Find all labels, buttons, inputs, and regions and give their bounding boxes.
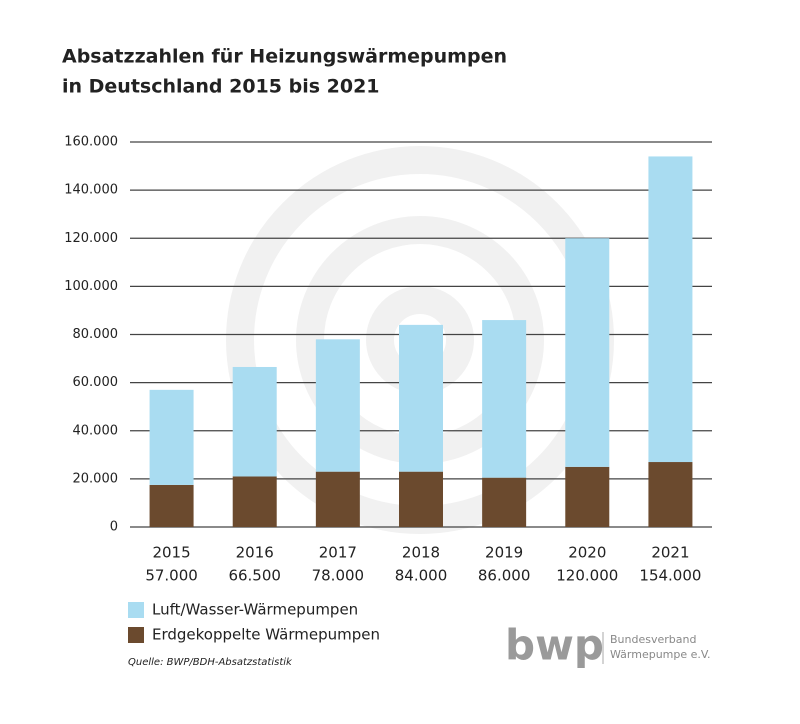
bar-segment (482, 477, 527, 527)
bar-segment (565, 238, 610, 467)
y-tick-label: 20.000 (73, 471, 119, 486)
total-label: 78.000 (312, 567, 365, 585)
x-tick-label: 2015 (152, 544, 190, 562)
y-tick-label: 40.000 (73, 423, 119, 438)
bar-segment (482, 320, 527, 478)
bar-segment (232, 476, 277, 527)
bar-segment (232, 366, 277, 477)
total-label: 57.000 (145, 567, 198, 585)
x-tick-label: 2017 (319, 544, 357, 562)
bar-segment (399, 471, 443, 527)
legend-swatch (128, 627, 144, 643)
legend-swatch (128, 602, 144, 618)
y-tick-label: 60.000 (73, 375, 119, 390)
y-tick-label: 100.000 (64, 279, 118, 294)
bar-segment (399, 324, 443, 472)
chart-title: in Deutschland 2015 bis 2021 (62, 76, 380, 98)
legend-label: Luft/Wasser-Wärmepumpen (152, 601, 358, 619)
bar-segment (648, 156, 693, 463)
logo: bwp (505, 621, 604, 670)
logo-text: Bundesverband (610, 633, 696, 646)
x-tick-label: 2020 (568, 544, 606, 562)
total-label: 154.000 (639, 567, 701, 585)
y-tick-label: 140.000 (64, 183, 118, 198)
bar-segment (149, 389, 194, 485)
y-tick-label: 0 (110, 520, 118, 535)
bar-segment (315, 339, 360, 472)
source: Quelle: BWP/BDH-Absatzstatistik (128, 657, 293, 668)
total-label: 120.000 (556, 567, 618, 585)
x-tick-label: 2019 (485, 544, 523, 562)
legend-label: Erdgekoppelte Wärmepumpen (152, 626, 380, 644)
y-tick-label: 120.000 (64, 231, 118, 246)
logo-text: Wärmepumpe e.V. (610, 648, 711, 661)
total-label: 86.000 (478, 567, 531, 585)
y-tick-label: 80.000 (73, 327, 119, 342)
bar-segment (565, 466, 610, 527)
bar-segment (315, 471, 360, 527)
x-tick-label: 2018 (402, 544, 440, 562)
bar-segment (648, 462, 693, 527)
y-tick-label: 160.000 (64, 135, 118, 150)
bar-segment (149, 484, 194, 527)
total-label: 66.500 (228, 567, 281, 585)
total-label: 84.000 (395, 567, 448, 585)
chart-title: Absatzzahlen für Heizungswärmepumpen (62, 46, 507, 68)
x-tick-label: 2021 (651, 544, 689, 562)
x-tick-label: 2016 (236, 544, 274, 562)
